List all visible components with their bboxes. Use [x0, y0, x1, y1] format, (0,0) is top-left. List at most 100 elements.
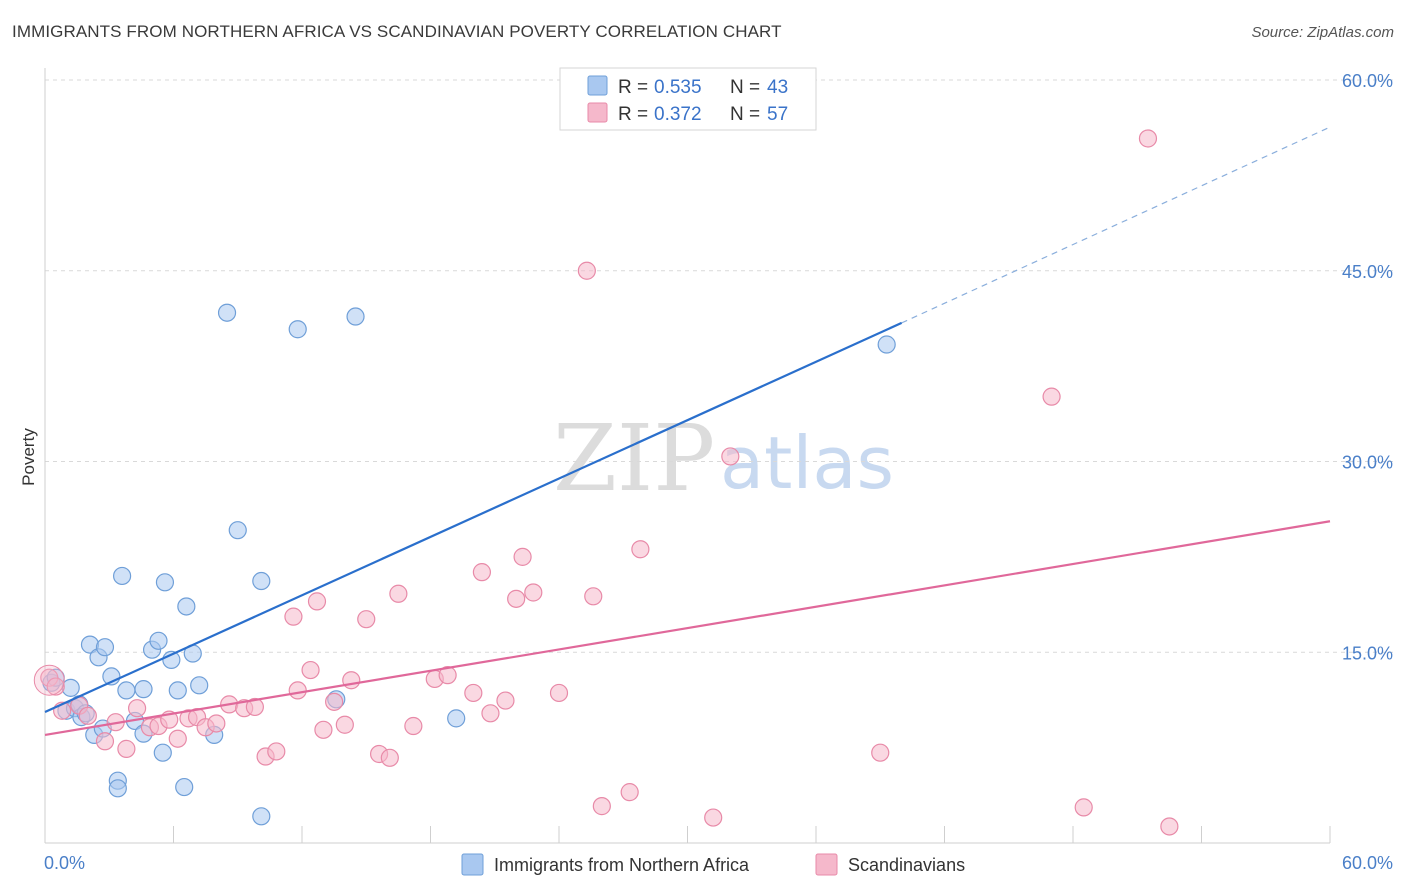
point-scandinavians: [721, 447, 740, 466]
point-scandinavians: [549, 683, 569, 703]
point-cluster-origin: [33, 664, 65, 696]
legend-r-value-blue: 0.535: [654, 77, 702, 98]
point-scandinavians: [267, 742, 286, 761]
point-scandinavians: [507, 589, 526, 608]
y-axis-title: Poverty: [19, 428, 38, 486]
point-scandinavians: [1074, 798, 1093, 817]
point-northern-africa: [177, 597, 196, 616]
point-scandinavians: [78, 706, 97, 725]
point-northern-africa: [288, 320, 307, 339]
point-scandinavians: [438, 666, 457, 685]
point-scandinavians: [168, 729, 187, 748]
legend-n-value-blue: 43: [767, 77, 788, 98]
y-tick-label: 45.0%: [1342, 262, 1393, 282]
source-label: Source: ZipAtlas.com: [1251, 24, 1394, 41]
point-scandinavians: [631, 540, 650, 559]
series-scandinavians-points: [33, 129, 1179, 836]
point-northern-africa: [95, 638, 115, 657]
point-northern-africa: [117, 681, 136, 700]
legend-n-label-pink: N =: [730, 104, 760, 125]
point-scandinavians: [1042, 387, 1061, 406]
point-scandinavians: [288, 681, 307, 700]
legend-r-value-pink: 0.372: [654, 104, 702, 125]
point-scandinavians: [127, 699, 147, 718]
point-northern-africa: [877, 335, 896, 354]
point-northern-africa: [108, 779, 127, 798]
point-scandinavians: [301, 660, 320, 680]
grid-lines: [45, 79, 1395, 653]
point-scandinavians: [404, 716, 423, 736]
watermark-zip: ZIP: [553, 405, 715, 512]
series-northern-africa-points: [42, 303, 896, 826]
point-scandinavians: [620, 783, 639, 802]
trend-lines: [44, 126, 1331, 736]
point-northern-africa: [149, 631, 168, 650]
x-tick-label-min: 0.0%: [44, 853, 85, 873]
legend-n-value-pink: 57: [767, 104, 788, 125]
point-scandinavians: [592, 797, 611, 816]
point-scandinavians: [117, 739, 136, 758]
point-northern-africa: [228, 521, 247, 540]
point-scandinavians: [357, 610, 376, 629]
watermark: ZIP atlas: [553, 405, 894, 512]
series-legend: Immigrants from Northern Africa Scandina…: [461, 853, 965, 876]
point-northern-africa: [155, 573, 175, 592]
point-scandinavians: [464, 683, 483, 703]
series-legend-swatch-blue: [461, 853, 484, 876]
point-scandinavians: [335, 715, 354, 734]
x-tick-label-max: 60.0%: [1342, 853, 1393, 873]
point-scandinavians: [307, 592, 327, 611]
y-tick-label: 30.0%: [1342, 453, 1393, 473]
point-scandinavians: [871, 743, 890, 762]
point-northern-africa: [61, 678, 80, 697]
point-northern-africa: [252, 571, 271, 591]
legend-r-label-blue: R =: [618, 77, 648, 98]
stats-legend: R = 0.535 N = 43 R = 0.372 N = 57: [559, 67, 817, 131]
point-northern-africa: [346, 307, 365, 326]
point-scandinavians: [496, 691, 515, 710]
point-scandinavians: [342, 671, 361, 690]
point-northern-africa: [175, 777, 194, 797]
point-northern-africa: [252, 807, 271, 826]
point-scandinavians: [524, 583, 543, 602]
point-northern-africa: [190, 676, 209, 695]
y-tick-label: 15.0%: [1342, 643, 1393, 663]
legend-swatch-pink: [587, 102, 608, 123]
point-scandinavians: [380, 748, 399, 767]
legend-n-label-blue: N =: [730, 77, 760, 98]
point-northern-africa: [134, 680, 153, 699]
point-northern-africa: [217, 303, 237, 322]
legend-swatch-blue: [587, 75, 608, 96]
chart-title: IMMIGRANTS FROM NORTHERN AFRICA VS SCAND…: [12, 22, 782, 41]
point-northern-africa: [112, 566, 132, 586]
point-scandinavians: [704, 808, 723, 827]
legend-r-label-pink: R =: [618, 104, 648, 125]
point-scandinavians: [245, 697, 264, 717]
point-scandinavians: [284, 607, 303, 626]
point-scandinavians: [314, 720, 333, 739]
point-scandinavians: [95, 732, 115, 751]
series-legend-label-blue: Immigrants from Northern Africa: [494, 855, 750, 875]
point-scandinavians: [577, 261, 596, 280]
point-scandinavians: [513, 547, 532, 566]
point-scandinavians: [584, 587, 603, 606]
y-tick-label: 60.0%: [1342, 71, 1393, 91]
point-scandinavians: [207, 714, 226, 733]
series-legend-label-pink: Scandinavians: [848, 855, 965, 875]
y-tick-labels: 15.0% 30.0% 45.0% 60.0%: [1342, 71, 1393, 663]
point-scandinavians: [481, 704, 500, 723]
series-legend-swatch-pink: [815, 853, 838, 876]
trendline-scandinavians: [44, 520, 1331, 736]
trendline-northern-africa: [44, 321, 903, 714]
point-northern-africa: [447, 709, 466, 728]
x-ticks: [44, 826, 1331, 843]
point-scandinavians: [325, 692, 344, 711]
watermark-atlas: atlas: [720, 421, 894, 505]
point-northern-africa: [168, 681, 187, 700]
point-scandinavians: [1160, 817, 1179, 836]
trendline-northern-africa-extension: [901, 126, 1331, 324]
point-scandinavians: [1138, 129, 1158, 148]
point-northern-africa: [153, 743, 172, 762]
point-scandinavians: [472, 563, 491, 582]
